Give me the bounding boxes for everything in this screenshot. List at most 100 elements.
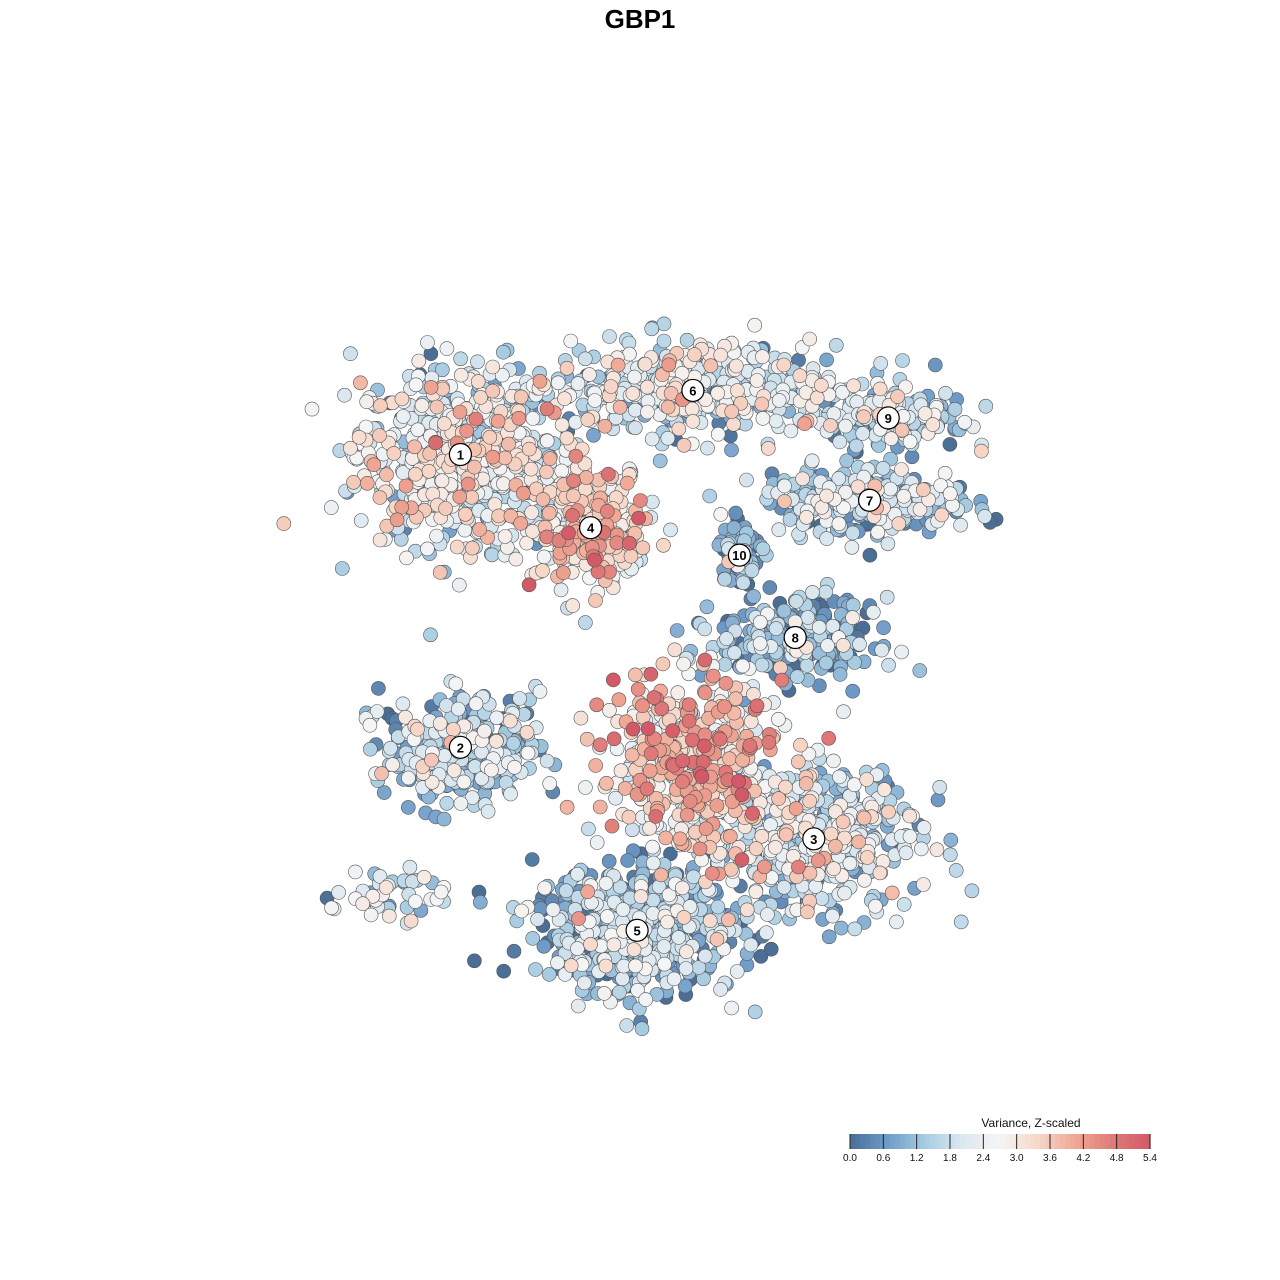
data-point — [505, 735, 521, 751]
legend-color-segment — [1065, 1134, 1071, 1149]
data-point — [432, 565, 448, 580]
data-point — [541, 967, 557, 982]
data-point — [748, 841, 764, 856]
data-point — [850, 479, 866, 495]
data-point — [535, 563, 550, 578]
data-point — [904, 449, 920, 465]
data-point — [622, 535, 637, 551]
data-point — [633, 493, 648, 508]
data-point — [410, 422, 426, 438]
data-point — [580, 412, 596, 428]
data-point — [639, 781, 655, 797]
data-point — [532, 684, 548, 699]
data-point — [932, 779, 948, 795]
data-point — [845, 610, 860, 625]
data-point — [570, 866, 585, 882]
data-point — [615, 971, 630, 987]
data-point — [755, 541, 771, 557]
data-point — [717, 657, 733, 672]
data-point — [789, 669, 805, 685]
data-point — [439, 795, 455, 811]
data-point — [819, 488, 834, 504]
data-point — [521, 441, 537, 457]
data-point — [724, 1000, 739, 1016]
data-point — [744, 563, 760, 578]
data-point — [532, 373, 548, 389]
legend-tick-label: 4.8 — [1110, 1153, 1124, 1164]
data-point — [436, 811, 452, 827]
data-point — [947, 401, 963, 417]
data-point — [880, 536, 896, 552]
data-point — [423, 627, 438, 643]
data-point — [436, 416, 452, 431]
data-point — [717, 699, 732, 715]
data-point — [622, 346, 637, 362]
data-point — [799, 904, 815, 920]
data-point — [365, 888, 381, 904]
data-point — [654, 701, 670, 717]
data-point — [374, 766, 389, 781]
data-point — [831, 471, 847, 486]
legend-color-segment — [1080, 1134, 1086, 1149]
data-point — [609, 535, 625, 551]
data-point — [845, 525, 861, 541]
data-point — [570, 941, 585, 956]
data-point — [389, 512, 405, 528]
legend-color-segment — [915, 1134, 921, 1149]
data-point — [857, 872, 872, 888]
data-point — [943, 832, 959, 848]
data-point — [304, 401, 320, 417]
data-point — [621, 809, 637, 825]
data-point — [868, 898, 883, 914]
cluster-label: 10 — [727, 543, 752, 567]
data-point — [515, 485, 531, 501]
data-point — [889, 914, 904, 930]
data-point — [578, 615, 593, 630]
data-point — [635, 698, 650, 714]
data-point — [587, 393, 603, 408]
data-point — [754, 396, 770, 412]
cluster-label-badge — [876, 406, 900, 430]
data-point — [646, 690, 662, 705]
data-point — [895, 353, 910, 368]
data-point — [977, 509, 993, 524]
data-point — [439, 341, 455, 356]
data-point — [845, 597, 861, 613]
legend-title: Variance, Z-scaled — [981, 1116, 1080, 1130]
data-point — [819, 352, 834, 368]
legend-color-segment — [1110, 1134, 1116, 1149]
data-point — [734, 852, 750, 868]
legend-color-segment — [995, 1134, 1001, 1149]
data-point — [925, 417, 941, 432]
data-point — [362, 741, 378, 757]
data-point — [420, 541, 435, 557]
data-point — [876, 620, 891, 636]
data-point — [502, 713, 518, 729]
data-point — [898, 845, 914, 861]
data-point — [713, 982, 728, 997]
data-point — [727, 645, 742, 661]
data-point — [488, 733, 504, 749]
data-point — [774, 672, 790, 688]
data-point — [916, 820, 932, 835]
legend-color-segment — [890, 1134, 896, 1149]
data-point — [838, 484, 853, 500]
data-point — [760, 907, 775, 922]
data-point — [665, 723, 680, 739]
data-point — [637, 356, 653, 372]
legend-color-segment — [1095, 1134, 1101, 1149]
data-point — [802, 793, 818, 809]
data-point — [814, 891, 830, 906]
data-point — [742, 738, 758, 753]
data-point — [836, 500, 851, 516]
data-point — [755, 349, 770, 365]
legend-tick-label: 0.6 — [876, 1153, 890, 1164]
data-point — [743, 937, 759, 953]
data-point — [698, 821, 714, 837]
data-point — [724, 404, 740, 419]
data-point — [728, 691, 744, 707]
data-point — [468, 411, 484, 427]
data-point — [536, 549, 552, 565]
data-point — [351, 429, 367, 445]
legend-color-segment — [875, 1134, 881, 1149]
